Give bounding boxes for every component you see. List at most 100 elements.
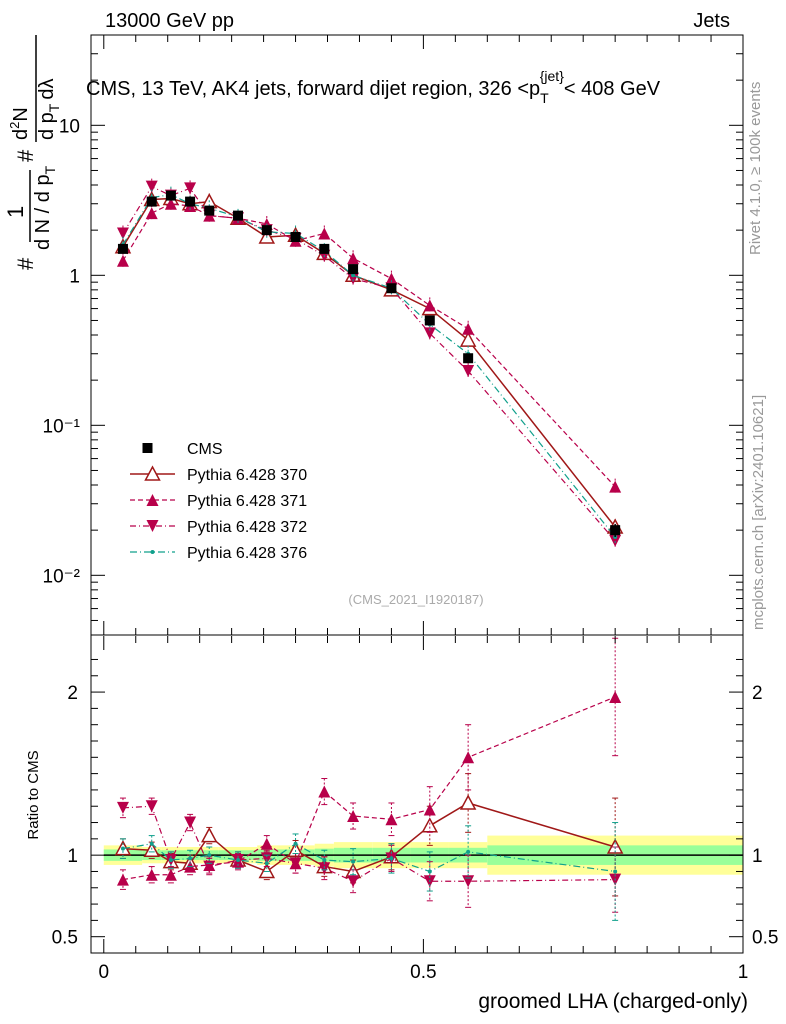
ratio-point — [389, 856, 394, 861]
ratio-point — [236, 858, 241, 863]
cms-point — [463, 353, 474, 364]
ratio-point — [347, 875, 360, 888]
ratio-point — [466, 849, 471, 854]
x-tick-label: 0.5 — [410, 962, 436, 983]
mc-point — [116, 227, 129, 240]
ratio-point — [423, 803, 436, 816]
header-right: Jets — [693, 10, 730, 32]
mc-point — [145, 207, 158, 220]
mc-point — [609, 534, 622, 547]
ratio-point — [164, 868, 177, 881]
mc-point — [318, 227, 331, 240]
y-tick-label: 1 — [69, 266, 80, 287]
mc-point — [423, 299, 436, 312]
ratio-point — [260, 837, 273, 850]
legend-entry: CMS — [142, 441, 223, 458]
ylabel-one: 1 — [3, 206, 28, 218]
ratio-pythia-6-428-370 — [114, 773, 624, 897]
legend: CMS Pythia 6.428 370 Pythia 6.428 371 Pythi… — [130, 441, 307, 562]
ylabel-den: d pTdλ — [36, 79, 62, 141]
series-cms — [117, 190, 621, 538]
main-panel: 10⁻² 10⁻¹ 1 10 (CMS_2021_I1920187) CMS Pythi… — [43, 34, 744, 636]
legend-label: Pythia 6.428 370 — [187, 467, 307, 484]
ratio-y-tick-label: 0.5 — [52, 928, 78, 949]
ratio-y-tick-label: 2 — [67, 683, 78, 704]
series-line — [122, 194, 616, 538]
mc-point — [462, 322, 475, 335]
mc-point — [164, 197, 177, 210]
main-ticks: 10⁻² 10⁻¹ 1 10 — [43, 34, 743, 636]
cms-point — [185, 196, 196, 207]
ratio-point — [200, 827, 218, 843]
mc-point — [609, 480, 622, 493]
x-tick-label: 1 — [738, 962, 749, 983]
ratio-point — [116, 801, 129, 814]
cms-point — [610, 525, 621, 536]
legend-label: Pythia 6.428 376 — [187, 545, 307, 562]
ratio-point — [145, 800, 158, 813]
ratio-point — [116, 873, 129, 886]
legend-marker — [144, 465, 161, 481]
mc-point — [423, 327, 436, 340]
cms-point — [117, 243, 128, 254]
ratio-point — [168, 858, 173, 863]
series-line — [122, 185, 616, 542]
mc-point — [385, 272, 398, 285]
mc-point — [459, 331, 477, 347]
cms-point — [146, 196, 157, 207]
legend-marker — [150, 550, 155, 554]
y-tick-label: 10⁻¹ — [43, 416, 81, 437]
ratio-point — [184, 816, 197, 829]
legend-marker — [146, 494, 159, 506]
x-tick-label: 0 — [98, 962, 109, 983]
cms-point — [261, 225, 272, 236]
ratio-point — [609, 690, 622, 703]
ratio-point — [120, 846, 125, 851]
legend-label: Pythia 6.428 371 — [187, 493, 307, 510]
legend-entry: Pythia 6.428 372 — [130, 519, 307, 536]
mcplots-label: mcplots.cern.ch [arXiv:2401.10621] — [750, 395, 767, 630]
legend-label: CMS — [187, 441, 223, 458]
ratio-point — [459, 794, 477, 810]
x-axis-label: groomed LHA (charged-only) — [478, 990, 748, 1013]
legend-entry: Pythia 6.428 370 — [130, 465, 307, 484]
legend-entry: Pythia 6.428 371 — [130, 493, 307, 510]
ratio-point — [207, 853, 212, 858]
ratio-point — [145, 868, 158, 881]
ratio-point — [462, 751, 475, 764]
mc-point — [347, 272, 360, 285]
ratio-point — [188, 856, 193, 861]
y-tick-label: 10 — [59, 116, 80, 137]
ratio-y-tick-label-right: 1 — [752, 846, 763, 867]
cms-point — [165, 190, 176, 201]
watermark: (CMS_2021_I1920187) — [348, 592, 483, 607]
x-ticks: 0 0.5 1 — [98, 35, 748, 983]
ylabel-norm: d N / d pT — [32, 165, 58, 250]
ratio-point — [421, 817, 439, 833]
main-series — [114, 178, 624, 549]
ratio-band — [103, 835, 743, 875]
mc-point — [116, 254, 129, 267]
cms-point — [386, 283, 397, 294]
mc-point — [145, 180, 158, 193]
ratio-frame — [90, 634, 744, 954]
mc-point — [184, 182, 197, 195]
ratio-ylabel: Ratio to CMS — [25, 750, 42, 839]
ratio-series — [114, 637, 624, 921]
ratio-y-tick-label-right: 2 — [752, 683, 763, 704]
legend-entry: Pythia 6.428 376 — [130, 545, 307, 562]
cms-point — [204, 205, 215, 216]
cms-point — [424, 315, 435, 326]
header-left: 13000 GeV pp — [105, 10, 234, 32]
ylabel-hash2: # — [13, 149, 38, 162]
legend-label: Pythia 6.428 372 — [187, 519, 307, 536]
plot-title: CMS, 13 TeV, AK4 jets, forward dijet reg… — [86, 68, 661, 106]
cms-point — [290, 232, 301, 243]
ratio-point — [613, 869, 618, 874]
ratio-ticks: 0.5 0.5 1 1 2 2 — [52, 658, 778, 949]
ylabel-num: d2N — [7, 107, 32, 140]
cms-point — [233, 210, 244, 221]
ratio-point — [322, 858, 327, 863]
ratio-point — [318, 785, 331, 798]
